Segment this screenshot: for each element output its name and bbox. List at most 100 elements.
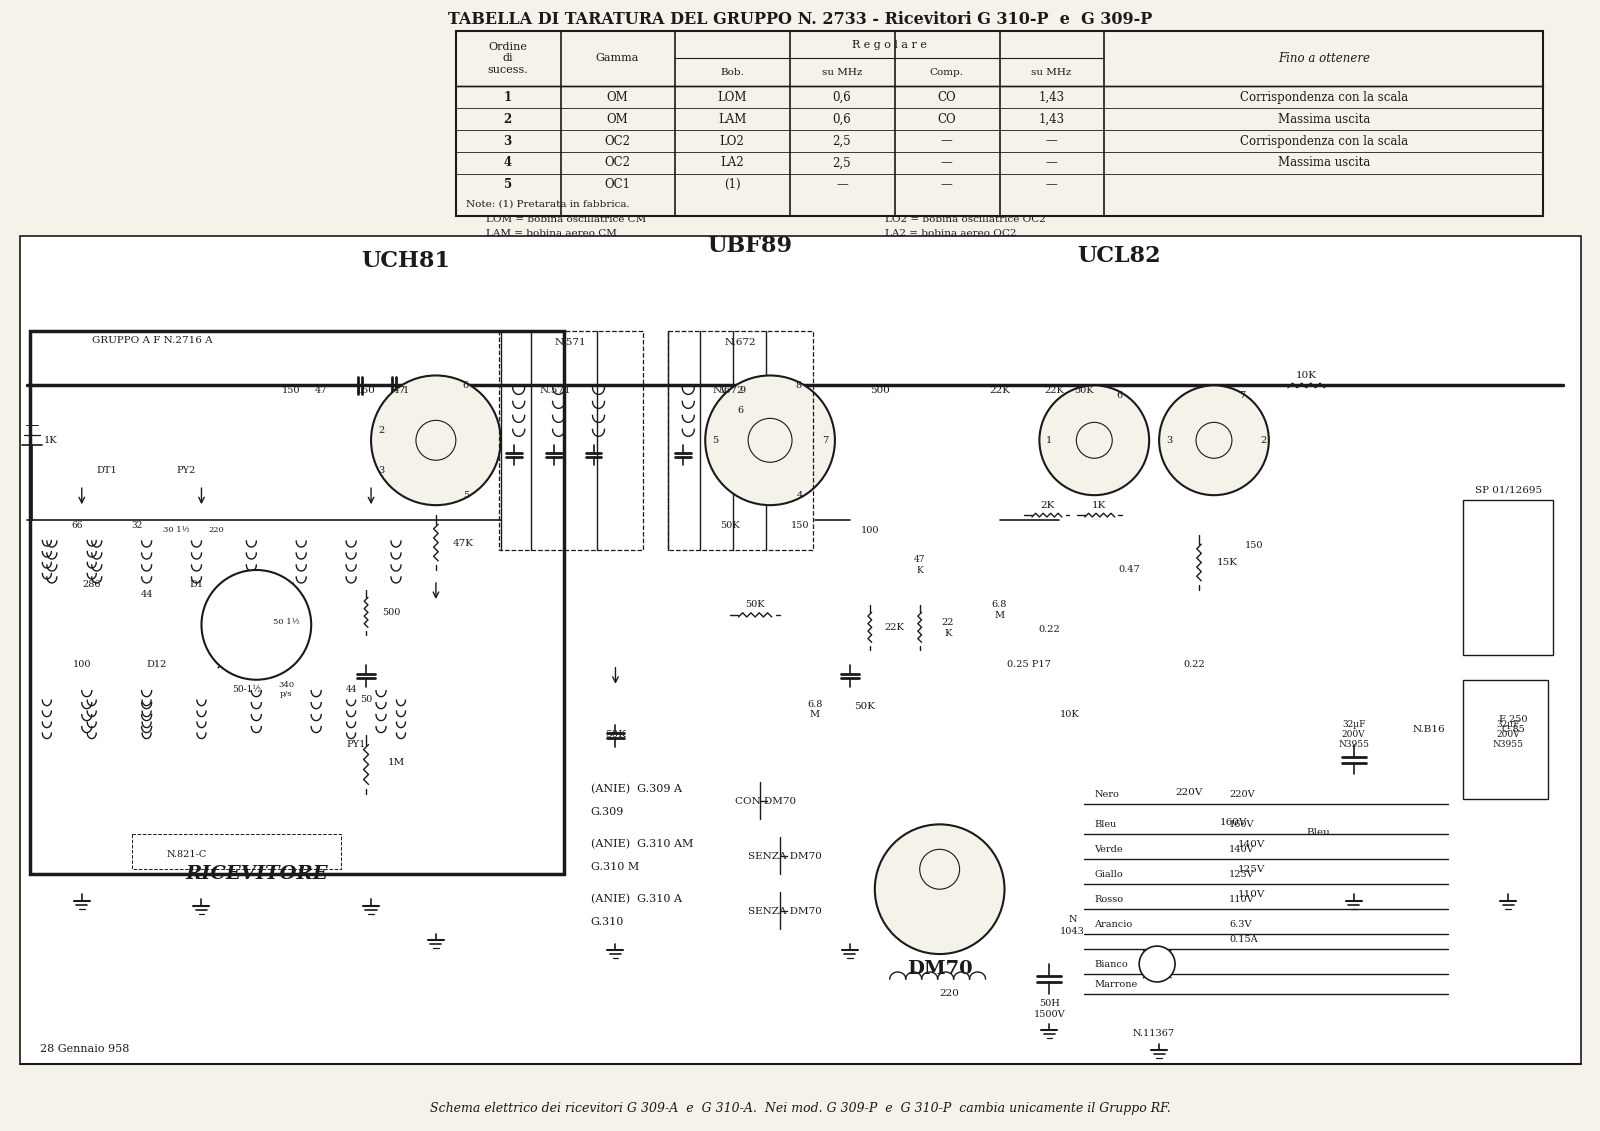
Text: 50K: 50K bbox=[605, 731, 626, 739]
Circle shape bbox=[371, 375, 501, 506]
Text: 2,5: 2,5 bbox=[832, 156, 851, 170]
Text: 5: 5 bbox=[712, 435, 718, 444]
Text: 32µF
200V
N3955: 32µF 200V N3955 bbox=[1493, 719, 1523, 750]
Text: 50K: 50K bbox=[720, 520, 739, 529]
Text: PY2: PY2 bbox=[178, 466, 197, 475]
Text: (ANIE)  G.309 A: (ANIE) G.309 A bbox=[590, 784, 682, 795]
Text: LA2 = bobina aereo OC2: LA2 = bobina aereo OC2 bbox=[885, 230, 1016, 239]
Text: SENZA DM70: SENZA DM70 bbox=[749, 907, 822, 916]
Bar bbox=[669, 330, 813, 550]
Text: 9: 9 bbox=[739, 386, 746, 395]
Text: 4: 4 bbox=[504, 156, 512, 170]
Text: 6.8
M: 6.8 M bbox=[992, 601, 1006, 620]
Text: Bianco: Bianco bbox=[1094, 960, 1128, 969]
Text: LOM = bobina oscillatrice CM: LOM = bobina oscillatrice CM bbox=[486, 215, 646, 224]
Text: Arancio: Arancio bbox=[1094, 921, 1133, 929]
Text: 3: 3 bbox=[378, 466, 384, 475]
Text: OC2: OC2 bbox=[605, 156, 630, 170]
Text: Comp.: Comp. bbox=[930, 68, 963, 77]
Text: 340
p/s: 340 p/s bbox=[278, 681, 294, 698]
Text: LOM: LOM bbox=[717, 90, 747, 104]
Text: 7: 7 bbox=[822, 435, 829, 444]
Text: 1M: 1M bbox=[387, 758, 405, 767]
Text: CON DM70: CON DM70 bbox=[734, 797, 795, 806]
Text: Bleu: Bleu bbox=[1094, 820, 1117, 829]
Text: 100: 100 bbox=[72, 661, 91, 670]
Text: Note: (1) Pretarata in fabbrica.: Note: (1) Pretarata in fabbrica. bbox=[466, 199, 629, 208]
Circle shape bbox=[1158, 386, 1269, 495]
Text: N: N bbox=[1069, 915, 1077, 924]
Text: Giallo: Giallo bbox=[1094, 870, 1123, 879]
Text: N.571: N.571 bbox=[555, 338, 586, 347]
Text: —: — bbox=[941, 179, 952, 191]
Text: 30 1½: 30 1½ bbox=[163, 526, 190, 534]
Text: —: — bbox=[1045, 156, 1058, 170]
Text: 0.22: 0.22 bbox=[1038, 625, 1061, 634]
Text: 66: 66 bbox=[70, 520, 83, 529]
Text: 2,5: 2,5 bbox=[832, 135, 851, 147]
Text: 3: 3 bbox=[1166, 435, 1173, 444]
Text: 0,6: 0,6 bbox=[832, 113, 851, 126]
Circle shape bbox=[1139, 946, 1174, 982]
Text: 6: 6 bbox=[1117, 391, 1122, 400]
Text: (ANIE)  G.310 AM: (ANIE) G.310 AM bbox=[590, 839, 693, 849]
Text: OC2: OC2 bbox=[605, 135, 630, 147]
Text: 140V: 140V bbox=[1238, 840, 1266, 848]
Text: Rosso: Rosso bbox=[1094, 895, 1123, 904]
Text: 50-1½: 50-1½ bbox=[232, 685, 261, 694]
Text: SENZA DM70: SENZA DM70 bbox=[749, 852, 822, 861]
Text: 1K: 1K bbox=[43, 435, 58, 444]
Text: 0.25 P17: 0.25 P17 bbox=[1008, 661, 1051, 670]
Text: G.310: G.310 bbox=[590, 917, 624, 927]
Text: TABELLA DI TARATURA DEL GRUPPO N. 2733 - Ricevitori G 310-P  e  G 309-P: TABELLA DI TARATURA DEL GRUPPO N. 2733 -… bbox=[448, 11, 1152, 28]
Text: SP 01/12695: SP 01/12695 bbox=[1475, 485, 1542, 494]
Text: UCH81: UCH81 bbox=[362, 250, 451, 271]
Text: 2: 2 bbox=[1261, 435, 1267, 444]
Text: 32: 32 bbox=[131, 520, 142, 529]
Text: LO2 = bobina oscillatrice OC2: LO2 = bobina oscillatrice OC2 bbox=[885, 215, 1046, 224]
Text: CO: CO bbox=[938, 90, 955, 104]
Text: 47
K: 47 K bbox=[914, 555, 925, 575]
Text: 150: 150 bbox=[282, 386, 301, 395]
Text: 1K: 1K bbox=[1093, 501, 1107, 510]
Text: 50: 50 bbox=[360, 696, 373, 705]
Text: 44: 44 bbox=[346, 685, 357, 694]
Text: DM70: DM70 bbox=[907, 960, 973, 978]
Bar bbox=[1464, 680, 1549, 800]
Text: 28 Gennaio 958: 28 Gennaio 958 bbox=[40, 1044, 130, 1054]
Text: 0,6: 0,6 bbox=[832, 90, 851, 104]
Text: 1,43: 1,43 bbox=[1038, 90, 1064, 104]
Text: 220: 220 bbox=[939, 990, 960, 999]
Text: 6.3V: 6.3V bbox=[1229, 921, 1251, 929]
Text: 125V: 125V bbox=[1229, 870, 1254, 879]
Text: N.11367: N.11367 bbox=[1133, 1029, 1174, 1038]
Text: D12: D12 bbox=[146, 661, 166, 670]
Text: (ANIE)  G.310 A: (ANIE) G.310 A bbox=[590, 893, 682, 905]
Text: 110V: 110V bbox=[1238, 890, 1266, 899]
Text: 2: 2 bbox=[504, 113, 512, 126]
Circle shape bbox=[706, 375, 835, 506]
Bar bbox=[131, 835, 341, 870]
Text: 125V: 125V bbox=[1238, 865, 1266, 874]
Text: —: — bbox=[837, 179, 848, 191]
Text: LA2: LA2 bbox=[720, 156, 744, 170]
Text: Bleu: Bleu bbox=[1307, 828, 1331, 837]
Text: 2: 2 bbox=[378, 426, 384, 434]
Text: Massima uscita: Massima uscita bbox=[1277, 113, 1370, 126]
Text: 160V: 160V bbox=[1229, 820, 1254, 829]
Text: UCL82: UCL82 bbox=[1077, 244, 1162, 267]
Text: 1: 1 bbox=[403, 386, 410, 395]
Text: LAM = bobina aereo CM: LAM = bobina aereo CM bbox=[486, 230, 616, 239]
Text: 6: 6 bbox=[462, 381, 469, 390]
Text: 500: 500 bbox=[870, 386, 890, 395]
Text: PY1: PY1 bbox=[347, 740, 366, 749]
Text: Bob.: Bob. bbox=[720, 68, 744, 77]
Text: 47: 47 bbox=[392, 386, 406, 395]
Text: LO2: LO2 bbox=[720, 135, 744, 147]
Text: N.672: N.672 bbox=[725, 338, 755, 347]
Text: 5: 5 bbox=[462, 491, 469, 500]
Text: Verde: Verde bbox=[1094, 845, 1123, 854]
Text: Nero: Nero bbox=[1094, 791, 1118, 800]
Text: Schema elettrico dei ricevitori G 309-A  e  G 310-A.  Nei mod. G 309-P  e  G 310: Schema elettrico dei ricevitori G 309-A … bbox=[430, 1103, 1170, 1115]
Text: 286: 286 bbox=[83, 580, 101, 589]
